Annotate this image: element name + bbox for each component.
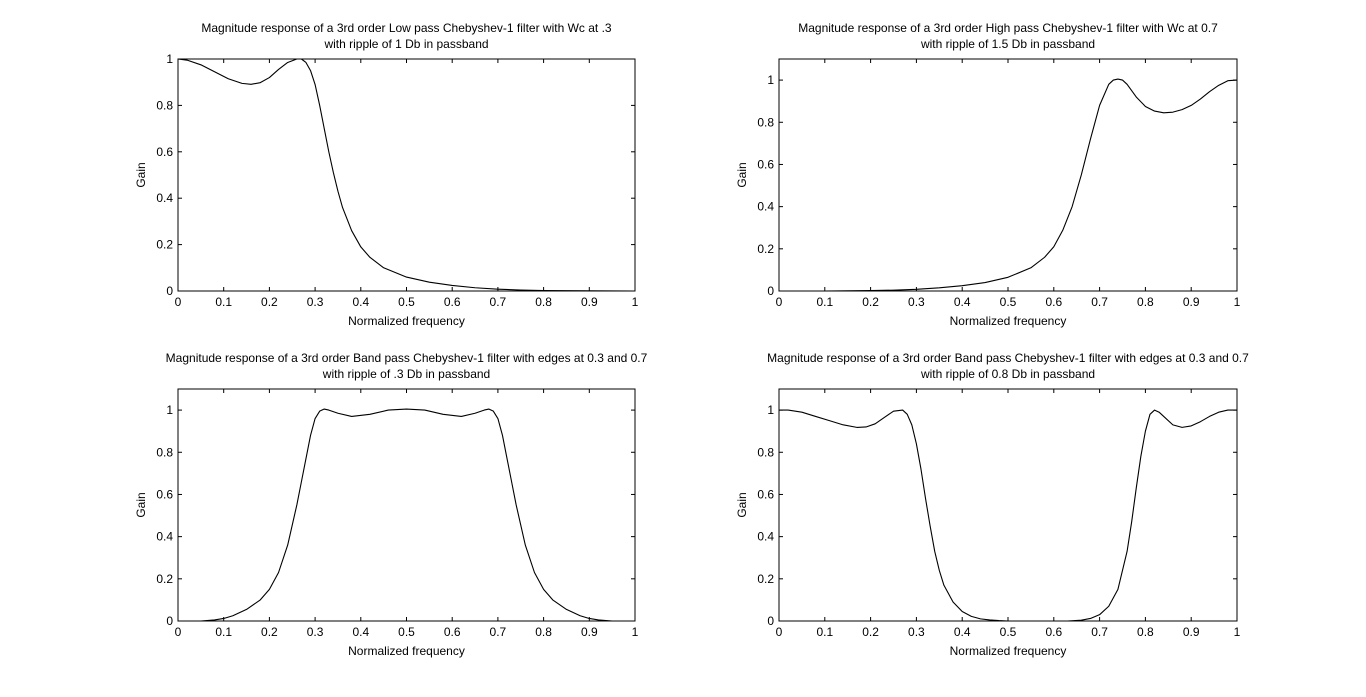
subplot-1: 0 0.1 0.2 0.3 0.4 0.5 0.6 0.7 0.8 0.9 1 0 0.2 0.4 0.6 0… [134, 21, 639, 328]
y-tick-label: 0.4 [757, 530, 774, 544]
chart-title-line-2: with ripple of .3 Db in passband [322, 367, 490, 381]
chart-title-line-2: with ripple of 1.5 Db in passband [920, 37, 1095, 51]
series-line-1 [779, 78, 1238, 292]
x-tick-label: 0.9 [581, 625, 598, 639]
chart-title-line-1: Magnitude response of a 3rd order Band p… [767, 351, 1249, 365]
x-tick-label: 0.1 [215, 295, 232, 309]
subplot-2: 0 0.1 0.2 0.3 0.4 0.5 0.6 0.7 0.8 0.9 1 0 0.2 0.4 0.6 0… [735, 21, 1241, 328]
x-tick-label: 0.6 [444, 295, 461, 309]
x-tick-label: 1 [632, 295, 639, 309]
x-tick-label: 0.8 [1137, 625, 1154, 639]
x-tick-label: 0.9 [581, 295, 598, 309]
y-tick-label: 0.6 [757, 487, 774, 501]
x-tick-label: 1 [632, 625, 639, 639]
x-tick-label: 0.5 [1000, 295, 1017, 309]
x-axis-label: Normalized frequency [950, 314, 1067, 328]
chart-title-line-2: with ripple of 1 Db in passband [323, 37, 488, 51]
x-tick-label: 0.5 [398, 295, 415, 309]
series-line-1 [177, 58, 636, 292]
y-tick-label: 0.2 [757, 242, 774, 256]
y-tick-label: 0 [166, 614, 173, 628]
y-tick-label: 0.4 [156, 191, 173, 205]
y-tick-label: 1 [166, 403, 173, 417]
x-tick-label: 0 [175, 295, 182, 309]
x-axis-label: Normalized frequency [348, 314, 465, 328]
chart-title-line-1: Magnitude response of a 3rd order High p… [798, 21, 1218, 35]
y-tick-label: 0.6 [156, 487, 173, 501]
x-tick-label: 0.1 [215, 625, 232, 639]
chart-title-line-2: with ripple of 0.8 Db in passband [920, 367, 1095, 381]
x-tick-label: 0.8 [535, 625, 552, 639]
x-tick-label: 1 [1234, 625, 1241, 639]
y-tick-label: 0.2 [156, 572, 173, 586]
x-tick-label: 0.4 [954, 625, 971, 639]
y-tick-label: 0.2 [156, 238, 173, 252]
subplot-3: 0 0.1 0.2 0.3 0.4 0.5 0.6 0.7 0.8 0.9 1 0 0.2 0.4 0.6 0… [134, 351, 648, 658]
y-axis-label: Gain [735, 492, 749, 517]
y-tick-label: 0.2 [757, 572, 774, 586]
x-tick-label: 0.9 [1183, 625, 1200, 639]
x-tick-label: 0.6 [1045, 625, 1062, 639]
y-axis-label: Gain [735, 162, 749, 187]
x-tick-label: 0.1 [816, 295, 833, 309]
x-tick-label: 0.2 [862, 295, 879, 309]
x-tick-label: 0.1 [816, 625, 833, 639]
x-tick-label: 0.4 [352, 295, 369, 309]
x-tick-label: 0.5 [1000, 625, 1017, 639]
y-tick-label: 0.4 [156, 530, 173, 544]
subplot-4: 0 0.1 0.2 0.3 0.4 0.5 0.6 0.7 0.8 0.9 1 0 0.2 0.4 0.6 0… [735, 351, 1249, 658]
y-tick-label: 1 [767, 73, 774, 87]
x-tick-label: 0.9 [1183, 295, 1200, 309]
x-tick-label: 0.7 [1091, 625, 1108, 639]
series-line-1 [779, 409, 1237, 622]
x-tick-label: 0.7 [490, 625, 507, 639]
y-tick-label: 1 [767, 403, 774, 417]
y-tick-label: 0.8 [156, 98, 173, 112]
axes-frame [778, 388, 1238, 622]
x-tick-label: 0.4 [352, 625, 369, 639]
chart-title-line-1: Magnitude response of a 3rd order Low pa… [201, 21, 612, 35]
axes-frame [177, 58, 636, 292]
axes-frame [177, 388, 636, 622]
y-axis-label: Gain [134, 492, 148, 517]
x-tick-label: 0 [175, 625, 182, 639]
x-tick-label: 0.2 [261, 295, 278, 309]
x-tick-label: 0.3 [908, 295, 925, 309]
y-tick-label: 0.8 [156, 445, 173, 459]
x-tick-label: 0.7 [490, 295, 507, 309]
x-tick-label: 0.2 [862, 625, 879, 639]
x-axis-label: Normalized frequency [950, 644, 1067, 658]
y-tick-label: 0.6 [757, 157, 774, 171]
axes-frame [778, 58, 1238, 292]
y-tick-label: 0 [767, 284, 774, 298]
x-tick-label: 0.4 [954, 295, 971, 309]
y-tick-label: 0.4 [757, 200, 774, 214]
y-tick-label: 0.6 [156, 145, 173, 159]
x-tick-label: 0.8 [1137, 295, 1154, 309]
x-tick-label: 0.2 [261, 625, 278, 639]
x-tick-label: 0.8 [535, 295, 552, 309]
x-tick-label: 0 [776, 625, 783, 639]
x-tick-label: 0.6 [444, 625, 461, 639]
x-tick-label: 0.3 [307, 295, 324, 309]
x-tick-label: 0.5 [398, 625, 415, 639]
series-line-1 [200, 408, 613, 622]
y-tick-label: 1 [166, 52, 173, 66]
x-axis-label: Normalized frequency [348, 644, 465, 658]
x-tick-label: 0.3 [908, 625, 925, 639]
y-tick-label: 0 [166, 284, 173, 298]
y-tick-label: 0.8 [757, 115, 774, 129]
x-tick-label: 0.7 [1091, 295, 1108, 309]
chart-title-line-1: Magnitude response of a 3rd order Band p… [166, 351, 648, 365]
x-tick-label: 0 [776, 295, 783, 309]
x-tick-label: 0.3 [307, 625, 324, 639]
x-tick-label: 0.6 [1045, 295, 1062, 309]
y-tick-label: 0 [767, 614, 774, 628]
y-axis-label: Gain [134, 162, 148, 187]
x-tick-label: 1 [1234, 295, 1241, 309]
y-tick-label: 0.8 [757, 445, 774, 459]
